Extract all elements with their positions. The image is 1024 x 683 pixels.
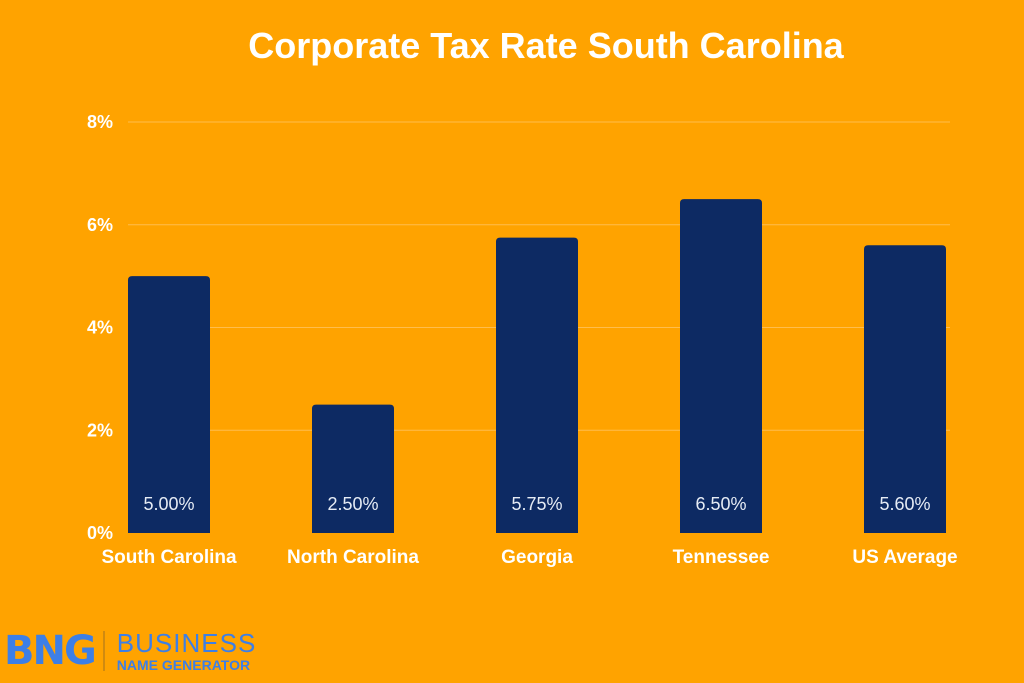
- logo-divider: [102, 631, 105, 671]
- logo-text: BUSINESS NAME GENERATOR: [117, 630, 257, 672]
- y-tick-label: 6%: [87, 215, 113, 235]
- bar: [312, 404, 394, 533]
- chart-title: Corporate Tax Rate South Carolina: [248, 25, 844, 66]
- bar-shape: [680, 199, 762, 533]
- y-tick-label: 2%: [87, 420, 113, 440]
- data-labels: 5.00% 2.50% 5.75% 6.50% 5.60%: [143, 494, 930, 514]
- bar-shape: [496, 237, 578, 533]
- data-label: 5.00%: [143, 494, 194, 514]
- brand-logo: BNG BUSINESS NAME GENERATOR: [4, 628, 256, 674]
- x-tick-label: US Average: [852, 547, 957, 568]
- data-label: 6.50%: [695, 494, 746, 514]
- x-tick-label: Tennessee: [673, 547, 770, 568]
- bar: [680, 199, 762, 533]
- bars: [128, 199, 946, 534]
- y-tick-label: 4%: [87, 318, 113, 338]
- bar-shape: [312, 404, 394, 533]
- data-label: 2.50%: [327, 494, 378, 514]
- logo-line-1: BUSINESS: [116, 628, 257, 658]
- bar-shape: [128, 276, 210, 533]
- y-tick-label: 0%: [87, 523, 113, 543]
- x-tick-label: South Carolina: [101, 547, 237, 568]
- logo-line-2: NAME GENERATOR: [116, 657, 251, 673]
- x-tick-label: North Carolina: [287, 547, 419, 568]
- x-tick-label: Georgia: [501, 547, 573, 568]
- bar: [128, 276, 210, 533]
- bar: [864, 245, 946, 534]
- logo-mark: BNG: [4, 628, 97, 674]
- bar-shape: [864, 245, 946, 534]
- y-axis: 0% 2% 4% 6% 8%: [87, 112, 113, 543]
- y-tick-label: 8%: [87, 112, 113, 132]
- data-label: 5.60%: [879, 494, 930, 514]
- x-axis: South Carolina North Carolina Georgia Tenne…: [101, 547, 957, 568]
- bar: [496, 237, 578, 533]
- data-label: 5.75%: [511, 494, 562, 514]
